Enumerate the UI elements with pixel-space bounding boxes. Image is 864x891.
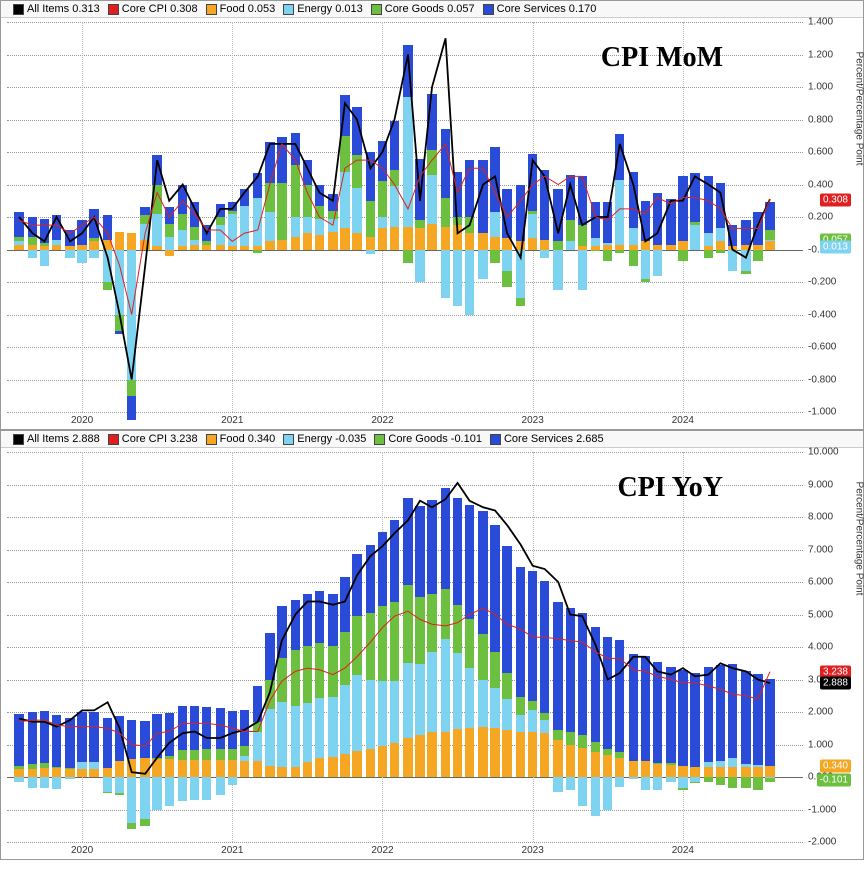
legend-value-all_items: 0.313 — [69, 3, 100, 15]
legend-value-energy: -0.035 — [332, 433, 366, 445]
legend-value-core_services: 0.170 — [566, 3, 597, 15]
legend-swatch-energy — [283, 434, 294, 445]
right-value-label: 0.013 — [820, 241, 851, 254]
xtick-label: 2024 — [672, 845, 694, 856]
ytick-label: -1.000 — [808, 804, 853, 815]
xtick-label: 2021 — [221, 415, 243, 426]
legend-swatch-core_services — [483, 4, 494, 15]
legend-label-core_goods: Core Goods — [385, 3, 444, 15]
legend-label-food: Food — [220, 3, 245, 15]
ytick-label: 8.000 — [808, 512, 853, 523]
panel-cpi_mom: All Items 0.313 Core CPI 0.308 Food 0.053 E… — [0, 0, 864, 430]
legend-label-food: Food — [220, 433, 245, 445]
ytick-label: 1.000 — [808, 82, 853, 93]
chart-title: CPI YoY — [617, 472, 723, 504]
plot-cpi_yoy: -2.000-1.0000.0001.0002.0003.0004.0005.0… — [7, 452, 803, 842]
ytick-label: 9.000 — [808, 479, 853, 490]
legend-swatch-core_cpi — [108, 434, 119, 445]
xtick-label: 2020 — [71, 415, 93, 426]
legend-label-all_items: All Items — [27, 3, 69, 15]
ytick-label: 0.600 — [808, 147, 853, 158]
y-axis-title: Percent/Percentage Point — [854, 482, 864, 596]
ytick-label: -0.400 — [808, 309, 853, 320]
panel-cpi_yoy: All Items 2.888 Core CPI 3.238 Food 0.340 E… — [0, 430, 864, 860]
xtick-label: 2022 — [371, 845, 393, 856]
legend-value-food: 0.340 — [245, 433, 276, 445]
ytick-label: 0.200 — [808, 212, 853, 223]
line-all_items — [19, 38, 770, 379]
xtick-label: 2023 — [522, 415, 544, 426]
ytick-label: -0.600 — [808, 342, 853, 353]
legend-swatch-food — [206, 434, 217, 445]
legend-value-core_services: 2.685 — [573, 433, 604, 445]
line-core_cpi — [19, 144, 770, 315]
legend-label-core_services: Core Services — [497, 3, 566, 15]
right-value-label: -0.101 — [817, 774, 851, 787]
ytick-label: -1.000 — [808, 407, 853, 418]
xtick-label: 2023 — [522, 845, 544, 856]
legend-swatch-core_services — [490, 434, 501, 445]
legend-value-all_items: 2.888 — [69, 433, 100, 445]
ytick-label: 7.000 — [808, 544, 853, 555]
legend-swatch-all_items — [13, 4, 24, 15]
lines-layer — [7, 22, 803, 412]
plot-cpi_mom: -1.000-0.800-0.600-0.400-0.200-0.0000.20… — [7, 22, 803, 412]
ytick-label: 0.400 — [808, 179, 853, 190]
legend-label-core_goods: Core Goods — [388, 433, 447, 445]
lines-layer — [7, 452, 803, 842]
xtick-label: 2022 — [371, 415, 393, 426]
legend-label-core_services: Core Services — [504, 433, 573, 445]
legend-value-core_cpi: 3.238 — [167, 433, 198, 445]
ytick-label: 0.800 — [808, 114, 853, 125]
ytick-label: 5.000 — [808, 609, 853, 620]
legend-cpi_yoy: All Items 2.888 Core CPI 3.238 Food 0.340 E… — [1, 431, 863, 448]
ytick-label: 2.000 — [808, 707, 853, 718]
y-axis-title: Percent/Percentage Point — [854, 52, 864, 166]
ytick-label: 10.000 — [808, 447, 853, 458]
ytick-label: 4.000 — [808, 642, 853, 653]
right-value-label: 0.340 — [820, 760, 851, 773]
xtick-label: 2020 — [71, 845, 93, 856]
legend-swatch-all_items — [13, 434, 24, 445]
ytick-label: -0.200 — [808, 277, 853, 288]
line-core_cpi — [19, 608, 770, 746]
legend-value-food: 0.053 — [245, 3, 276, 15]
ytick-label: 6.000 — [808, 577, 853, 588]
xtick-label: 2024 — [672, 415, 694, 426]
legend-label-all_items: All Items — [27, 433, 69, 445]
right-value-label: 0.308 — [820, 193, 851, 206]
legend-label-energy: Energy — [297, 433, 332, 445]
ytick-label: -0.800 — [808, 374, 853, 385]
legend-swatch-food — [206, 4, 217, 15]
legend-swatch-energy — [283, 4, 294, 15]
chart-title: CPI MoM — [601, 42, 723, 74]
legend-label-energy: Energy — [297, 3, 332, 15]
legend-value-core_cpi: 0.308 — [167, 3, 198, 15]
legend-value-core_goods: -0.101 — [448, 433, 482, 445]
legend-label-core_cpi: Core CPI — [122, 433, 167, 445]
ytick-label: 1.000 — [808, 739, 853, 750]
legend-swatch-core_goods — [371, 4, 382, 15]
legend-swatch-core_cpi — [108, 4, 119, 15]
legend-swatch-core_goods — [374, 434, 385, 445]
ytick-label: 1.200 — [808, 49, 853, 60]
legend-value-energy: 0.013 — [332, 3, 363, 15]
right-value-label: 2.888 — [820, 677, 851, 690]
legend-value-core_goods: 0.057 — [444, 3, 475, 15]
ytick-label: 1.400 — [808, 17, 853, 28]
ygrid — [7, 842, 803, 843]
legend-label-core_cpi: Core CPI — [122, 3, 167, 15]
legend-cpi_mom: All Items 0.313 Core CPI 0.308 Food 0.053 E… — [1, 1, 863, 18]
line-all_items — [19, 483, 770, 774]
ytick-label: -2.000 — [808, 837, 853, 848]
xtick-label: 2021 — [221, 845, 243, 856]
